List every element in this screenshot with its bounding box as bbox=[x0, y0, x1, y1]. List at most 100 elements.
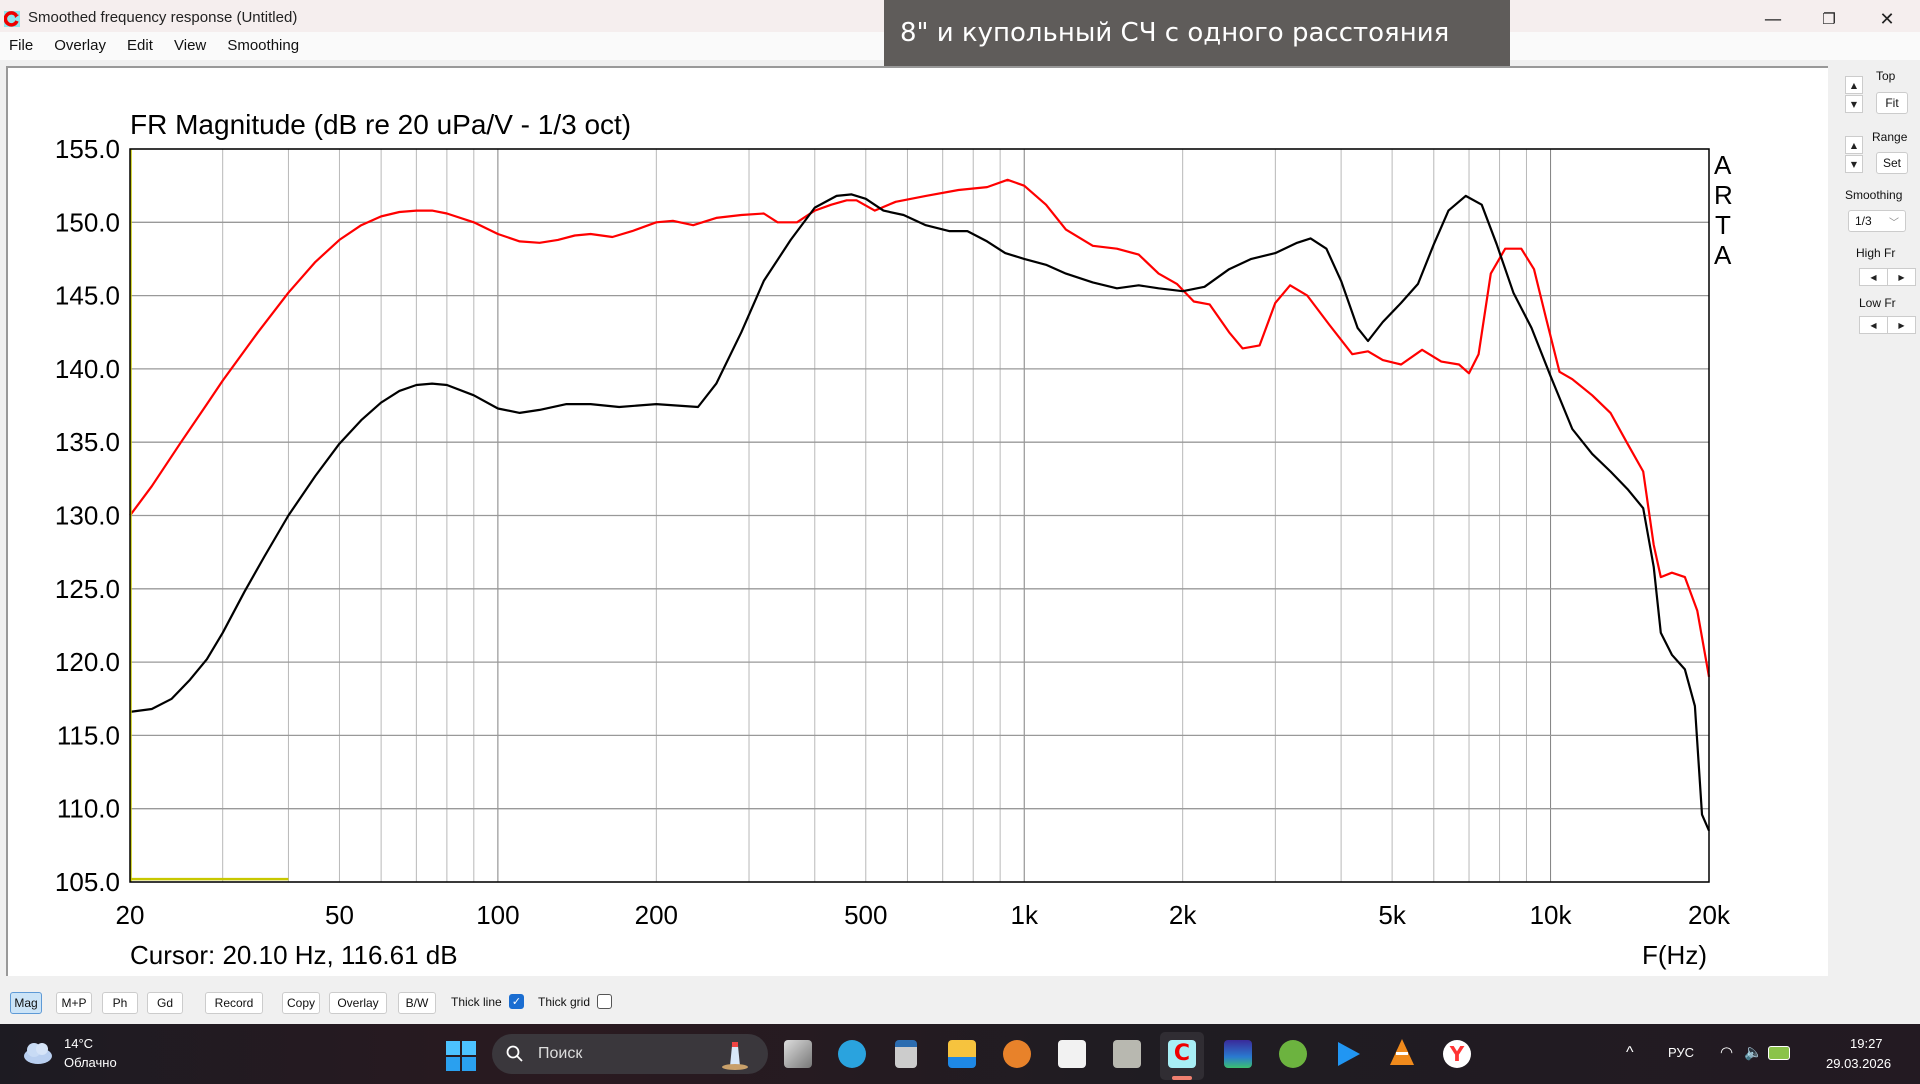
frequency-response-chart[interactable]: 155.0 150.0 145.0 140.0 135.0 130.0 125.0 120.0… bbox=[2, 2, 1824, 970]
smoothing-select[interactable]: 1/3 ﹀ bbox=[1848, 210, 1906, 232]
x-tick-label: 2k bbox=[1169, 900, 1197, 930]
active-app-indicator bbox=[1172, 1076, 1192, 1080]
camera-app-icon[interactable] bbox=[1003, 1040, 1031, 1068]
smoothing-label: Smoothing bbox=[1845, 188, 1903, 202]
high-fr-right-button[interactable]: ▶ bbox=[1887, 268, 1916, 286]
telegram-icon[interactable] bbox=[838, 1040, 866, 1068]
language-indicator[interactable]: РУС bbox=[1668, 1045, 1695, 1060]
set-button[interactable]: Set bbox=[1876, 152, 1908, 174]
menu-edit[interactable]: Edit bbox=[127, 37, 153, 54]
frequency-tool-icon[interactable] bbox=[1058, 1040, 1086, 1068]
spectrum-tool-icon[interactable] bbox=[1113, 1040, 1141, 1068]
x-tick-label: 5k bbox=[1378, 900, 1406, 930]
smoothing-value: 1/3 bbox=[1855, 214, 1872, 228]
menu-file[interactable]: File bbox=[9, 37, 34, 54]
x-tick-label: 1k bbox=[1010, 900, 1038, 930]
arta-taskbar-icon[interactable]: C bbox=[1168, 1040, 1196, 1068]
x-tick-label: 100 bbox=[476, 900, 519, 930]
menu-view[interactable]: View bbox=[174, 37, 207, 54]
thick-grid-checkbox[interactable] bbox=[597, 994, 612, 1009]
cursor-readout: Cursor: 20.10 Hz, 116.61 dB bbox=[130, 940, 458, 970]
weather-desc[interactable]: Облачно bbox=[64, 1055, 117, 1070]
utorrent-icon[interactable] bbox=[1279, 1040, 1307, 1068]
thick-grid-label: Thick grid bbox=[538, 995, 591, 1009]
y-tick-label: 150.0 bbox=[55, 207, 120, 237]
y-tick-label: 155.0 bbox=[55, 134, 120, 164]
bw-button[interactable]: B/W bbox=[398, 992, 436, 1014]
calculator-icon[interactable] bbox=[895, 1040, 917, 1068]
rew-icon[interactable] bbox=[1224, 1040, 1252, 1068]
minimize-button[interactable]: — bbox=[1764, 8, 1782, 30]
right-control-panel: Top ▲ ▼ Fit Range ▲ ▼ Set Smoothing 1/3 … bbox=[1830, 60, 1920, 980]
chart-title: FR Magnitude (dB re 20 uPa/V - 1/3 oct) bbox=[130, 109, 631, 140]
wifi-icon[interactable]: ◠ bbox=[1720, 1044, 1734, 1061]
windows-start-icon[interactable] bbox=[446, 1041, 476, 1071]
vlc-icon[interactable] bbox=[1388, 1038, 1416, 1068]
gd-button[interactable]: Gd bbox=[147, 992, 183, 1014]
watermark-t: T bbox=[1715, 210, 1731, 240]
yandex-browser-icon[interactable]: Y bbox=[1443, 1040, 1471, 1068]
y-tick-label: 105.0 bbox=[55, 867, 120, 897]
bottom-toolbar: Mag M+P Ph Gd Record Copy Overlay B/W Th… bbox=[0, 978, 1920, 1024]
thick-line-checkbox[interactable]: ✓ bbox=[509, 994, 524, 1009]
watermark-a1: A bbox=[1714, 150, 1732, 180]
menu-overlay[interactable]: Overlay bbox=[54, 37, 106, 54]
record-button[interactable]: Record bbox=[205, 992, 263, 1014]
maximize-button[interactable]: ❐ bbox=[1822, 10, 1836, 28]
y-tick-label: 130.0 bbox=[55, 501, 120, 531]
high-fr-label: High Fr bbox=[1856, 246, 1896, 260]
curve-red bbox=[129, 178, 1711, 677]
x-tick-label: 20k bbox=[1688, 900, 1731, 930]
plot-frame bbox=[129, 148, 1710, 883]
taskbar-search[interactable]: Поиск bbox=[492, 1034, 768, 1074]
weather-temp[interactable]: 14°C bbox=[64, 1036, 94, 1051]
show-hidden-icons-chevron[interactable]: ^ bbox=[1626, 1044, 1634, 1061]
low-fr-right-button[interactable]: ▶ bbox=[1887, 316, 1916, 334]
range-down-button[interactable]: ▼ bbox=[1845, 155, 1863, 173]
range-up-button[interactable]: ▲ bbox=[1845, 136, 1863, 154]
copy-button[interactable]: Copy bbox=[282, 992, 320, 1014]
x-tick-label: 10k bbox=[1530, 900, 1573, 930]
chevron-down-icon: ﹀ bbox=[1889, 217, 1899, 229]
window-title: Smoothed frequency response (Untitled) bbox=[28, 9, 298, 26]
y-tick-label: 110.0 bbox=[57, 794, 120, 824]
x-tick-label: 50 bbox=[325, 900, 354, 930]
y-tick-label: 120.0 bbox=[55, 647, 120, 677]
menu-smoothing[interactable]: Smoothing bbox=[227, 37, 300, 54]
watermark-a2: A bbox=[1714, 240, 1732, 270]
m-plus-p-button[interactable]: M+P bbox=[56, 992, 92, 1014]
thick-line-label: Thick line bbox=[451, 995, 502, 1009]
low-fr-left-button[interactable]: ◀ bbox=[1859, 316, 1888, 334]
volume-icon[interactable]: 🔈 bbox=[1744, 1044, 1763, 1061]
media-player-icon[interactable] bbox=[1334, 1040, 1362, 1068]
task-view-icon[interactable] bbox=[784, 1040, 812, 1068]
chart-curves bbox=[129, 149, 1711, 882]
overlay-button[interactable]: Overlay bbox=[329, 992, 387, 1014]
windows-taskbar: 14°C Облачно Поиск C Y ^ РУС ◠ 🔈 19:27 2… bbox=[0, 1024, 1920, 1084]
search-placeholder: Поиск bbox=[538, 1045, 583, 1062]
top-label: Top bbox=[1876, 69, 1896, 83]
search-icon bbox=[506, 1045, 523, 1062]
top-down-button[interactable]: ▼ bbox=[1845, 95, 1863, 113]
battery-icon[interactable] bbox=[1768, 1046, 1790, 1060]
fit-button[interactable]: Fit bbox=[1876, 92, 1908, 114]
clock-time[interactable]: 19:27 bbox=[1850, 1036, 1883, 1051]
file-explorer-icon[interactable] bbox=[948, 1040, 976, 1068]
x-tick-label: 200 bbox=[635, 900, 678, 930]
y-tick-label: 125.0 bbox=[55, 574, 120, 604]
y-tick-label: 135.0 bbox=[55, 427, 120, 457]
high-fr-left-button[interactable]: ◀ bbox=[1859, 268, 1888, 286]
chart-panel[interactable]: 155.0 150.0 145.0 140.0 135.0 130.0 125.0 120.0… bbox=[6, 66, 1828, 976]
clock-date[interactable]: 29.03.2026 bbox=[1826, 1056, 1892, 1071]
overlay-caption: 8" и купольный СЧ с одного расстояния bbox=[884, 0, 1510, 66]
cloud-weather-icon bbox=[24, 1043, 52, 1064]
chart-grid bbox=[129, 148, 1710, 883]
mag-button[interactable]: Mag bbox=[10, 992, 42, 1014]
top-up-button[interactable]: ▲ bbox=[1845, 76, 1863, 94]
arta-app-icon bbox=[4, 11, 20, 27]
x-axis-label: F(Hz) bbox=[1642, 940, 1707, 970]
ph-button[interactable]: Ph bbox=[102, 992, 138, 1014]
y-tick-label: 140.0 bbox=[55, 354, 120, 384]
x-tick-label: 500 bbox=[844, 900, 887, 930]
close-button[interactable]: ✕ bbox=[1879, 8, 1895, 30]
